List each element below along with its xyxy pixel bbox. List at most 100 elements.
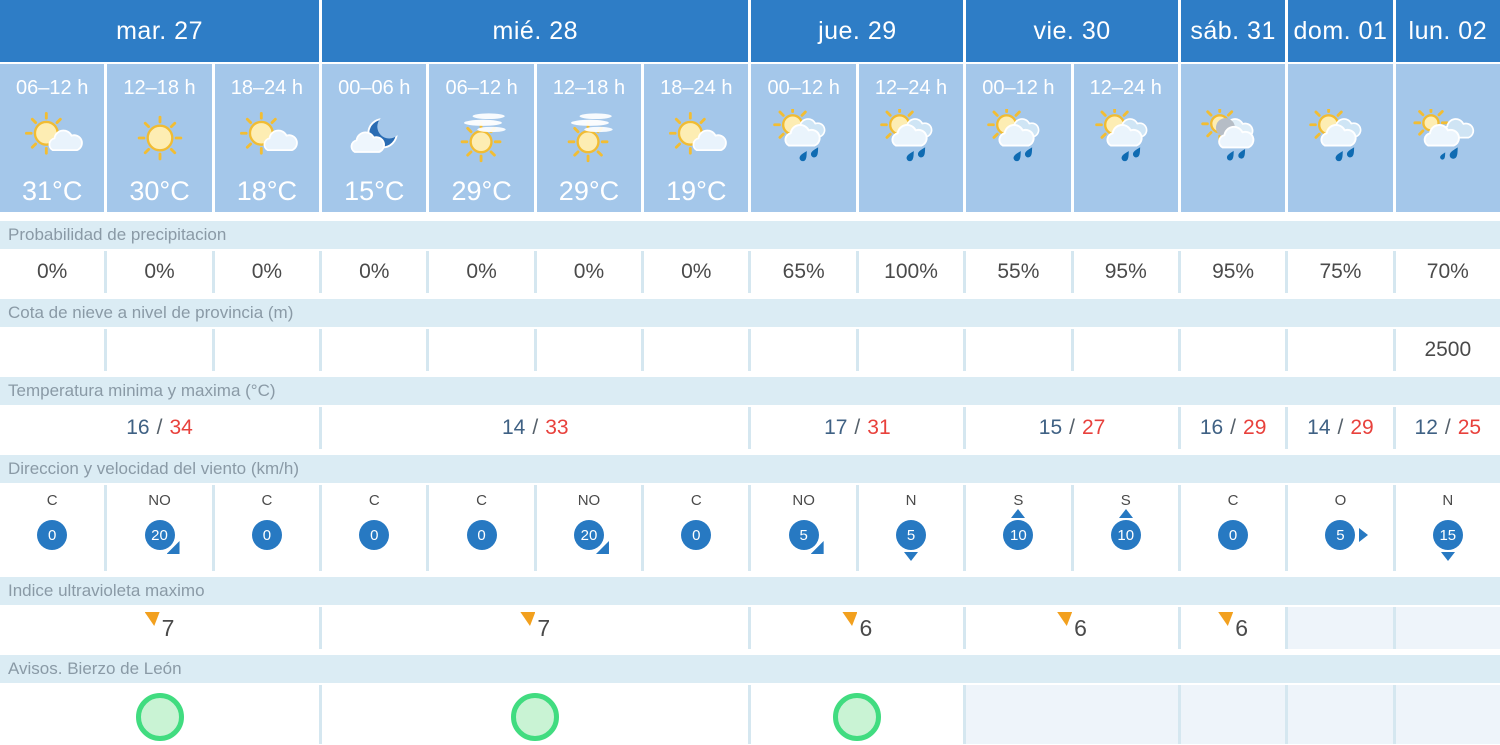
period-cell (1288, 64, 1393, 212)
day-header-cell: jue. 29 (751, 0, 964, 62)
temp-min-value: 15 (1038, 416, 1063, 439)
uv-value-cell (1395, 607, 1500, 649)
warning-status-cell (0, 685, 320, 744)
weather-icon-box (1074, 100, 1178, 176)
precip-value-cell: 0% (0, 251, 105, 293)
sun-rain-icon (880, 109, 933, 162)
period-cell (1395, 64, 1500, 212)
period-cell: 12–24 h (1073, 64, 1178, 212)
temp-range-cell: 14 / 29 (1288, 407, 1393, 449)
uv-value-text: 7 (537, 614, 551, 641)
temp-max-value: 34 (169, 416, 193, 439)
sun-cirrus-icon (460, 113, 506, 163)
time-range-label: 06–12 h (445, 77, 518, 99)
time-range-label: 12–18 h (552, 77, 626, 99)
uv-flag-icon (1218, 612, 1234, 626)
sun-rain-icon (1094, 109, 1148, 162)
wind-arrow-up-icon (1011, 509, 1026, 518)
row-label-text: Cota de nieve a nivel de provincia (m) (8, 303, 294, 322)
wind-direction-label: O (1334, 492, 1347, 509)
wind-speed-badge: 0 (359, 520, 390, 550)
period-cell: 18–24 h 19°C (644, 64, 749, 212)
wind-direction-label: C (690, 492, 702, 509)
sun-cloud-icon (25, 111, 84, 155)
warning-status-cell (1180, 685, 1286, 744)
uv-value-text: 6 (1074, 614, 1087, 641)
temp-separator: / (1069, 416, 1075, 439)
weather-icon-box (429, 100, 533, 176)
period-cell: 00–12 h (751, 64, 856, 212)
wind-arrow-se-icon (810, 541, 824, 554)
period-cell: 06–12 h 31°C (0, 64, 105, 212)
uv-flag-icon (144, 612, 160, 626)
weather-icon-box (215, 100, 319, 176)
period-temp-label: 15°C (344, 176, 405, 206)
temp-separator: / (1230, 416, 1237, 439)
time-range-label: 18–24 h (230, 77, 304, 99)
time-range-label: 00–12 h (982, 77, 1055, 99)
row-label-text: Avisos. Bierzo de León (8, 659, 182, 678)
period-temp-label: 29°C (558, 176, 620, 206)
row-label-temperature: Temperatura minima y maxima (°C) (0, 377, 1500, 405)
temperature-row: 16 / 34 14 / 33 17 / 31 15 / 27 16 / 29 14 / 29 12 / 25 (0, 407, 1500, 449)
snow-level-row: 2500 (0, 329, 1500, 371)
temp-max-value: 31 (867, 416, 891, 439)
snow-value-cell (858, 329, 964, 371)
warning-status-cell (966, 685, 1178, 744)
temp-min-value: 12 (1414, 416, 1438, 439)
warning-status-cell (322, 685, 749, 744)
period-temp-label: 31°C (22, 176, 83, 206)
wind-direction-label: S (1013, 492, 1024, 509)
wind-speed-badge: 20 (573, 520, 609, 554)
period-temp-label: 19°C (666, 176, 727, 206)
temp-max-value: 33 (545, 416, 569, 439)
sun-rain-gray-icon (1201, 109, 1255, 161)
temp-range-cell: 16 / 34 (0, 407, 320, 449)
time-range-label: 06–12 h (16, 77, 89, 99)
uv-value-cell: 7 (0, 607, 320, 649)
precip-value-cell: 0% (107, 251, 212, 293)
period-cell: 00–06 h 15°C (322, 64, 427, 212)
wind-cell: NO 5 (751, 485, 856, 571)
wind-direction-label: C (476, 492, 488, 509)
wind-speed-badge: 0 (681, 520, 712, 550)
uv-value-cell: 6 (966, 607, 1178, 649)
precipitation-row: 0% 0% 0% 0% 0% 0% 0% 65% 100% 55% 95% 95% 75% 70% (0, 251, 1500, 293)
period-cell: 12–24 h (858, 64, 964, 212)
temp-min-value: 14 (1307, 416, 1331, 439)
precip-value-cell: 0% (536, 251, 642, 293)
wind-speed-badge: 5 (1325, 520, 1369, 550)
row-label-precipitation: Probabilidad de precipitacion (0, 221, 1500, 249)
time-range-label: 12–18 h (123, 77, 196, 99)
wind-direction-label: C (46, 492, 58, 509)
row-label-warnings: Avisos. Bierzo de León (0, 655, 1500, 683)
period-temp-label: 30°C (129, 176, 190, 206)
wind-direction-label: C (261, 492, 273, 509)
uv-value-cell: 6 (751, 607, 964, 649)
day-header-cell: lun. 02 (1395, 0, 1500, 62)
snow-value-cell (0, 329, 105, 371)
row-label-snow-level: Cota de nieve a nivel de provincia (m) (0, 299, 1500, 327)
day-header-cell: mar. 27 (0, 0, 320, 62)
precip-value-cell: 95% (1180, 251, 1286, 293)
time-range-label: 00–12 h (767, 77, 840, 99)
sun-rain-icon (987, 109, 1040, 162)
snow-value-cell (751, 329, 856, 371)
row-label-text: Probabilidad de precipitacion (8, 225, 227, 244)
temp-min-value: 16 (126, 416, 150, 439)
day-header-cell: dom. 01 (1288, 0, 1393, 62)
snow-value-cell (1288, 329, 1393, 371)
snow-value-cell (429, 329, 534, 371)
wind-direction-label: N (905, 492, 917, 509)
period-cell: 12–18 h 30°C (107, 64, 212, 212)
wind-speed-badge: 10 (1110, 509, 1141, 550)
warning-status-cell (1288, 685, 1393, 744)
snow-value-cell (966, 329, 1071, 371)
snow-value-cell (1073, 329, 1178, 371)
snow-value-cell (1180, 329, 1286, 371)
